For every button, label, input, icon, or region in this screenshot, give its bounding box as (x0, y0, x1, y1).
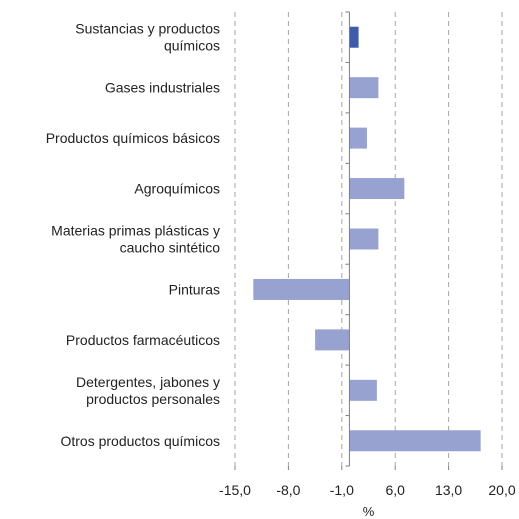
bar-5 (253, 278, 350, 300)
bar-3 (349, 178, 405, 200)
category-label-2: Productos químicos básicos (46, 130, 220, 146)
x-tick-label-4: 13,0 (435, 482, 462, 498)
bar-4 (349, 228, 379, 250)
category-label-line: caucho sintético (120, 240, 221, 256)
bar-2 (349, 127, 367, 149)
category-label-0: Sustancias y productos químicos (75, 21, 220, 54)
category-label-line: Gases industriales (105, 80, 220, 96)
x-tick-label-2: -1,0 (330, 482, 354, 498)
category-label-6: Productos farmacéuticos (66, 332, 220, 348)
category-label-line: Productos químicos básicos (46, 130, 220, 146)
axis (234, 11, 503, 470)
category-label-line: Materias primas plásticas y (51, 223, 220, 239)
category-label-line: Detergentes, jabones y (76, 374, 220, 390)
bar-6 (315, 329, 350, 351)
category-label-line: Otros productos químicos (60, 433, 220, 449)
category-label-line: Sustancias y productos (75, 21, 220, 37)
category-label-8: Otros productos químicos (60, 433, 220, 449)
category-labels: Sustancias y productos químicos Gases indu… (46, 21, 221, 449)
category-label-1: Gases industriales (105, 80, 220, 96)
x-tick-label-3: 6,0 (385, 482, 405, 498)
category-label-line: químicos (164, 38, 220, 54)
tick-labels: -15,0 -8,0 -1,0 6,0 13,0 20,0 (219, 482, 516, 498)
category-label-4: Materias primas plásticas y caucho sintét… (51, 223, 220, 256)
category-label-line: productos personales (86, 391, 220, 407)
bar-0 (349, 26, 359, 48)
x-tick-label-5: 20,0 (488, 482, 515, 498)
bar-1 (349, 77, 379, 99)
category-label-5: Pinturas (169, 281, 220, 297)
bar-8 (349, 430, 481, 452)
category-label-line: Pinturas (169, 281, 220, 297)
category-label-line: Agroquímicos (134, 181, 220, 197)
x-tick-label-0: -15,0 (219, 482, 251, 498)
bar-7 (349, 379, 377, 401)
bars (253, 26, 481, 452)
gridlines (234, 12, 503, 466)
x-axis-title: % (363, 504, 375, 519)
category-label-7: Detergentes, jabones y productos personal… (76, 374, 220, 407)
category-label-line: Productos farmacéuticos (66, 332, 220, 348)
x-tick-label-1: -8,0 (276, 482, 300, 498)
category-label-3: Agroquímicos (134, 181, 220, 197)
